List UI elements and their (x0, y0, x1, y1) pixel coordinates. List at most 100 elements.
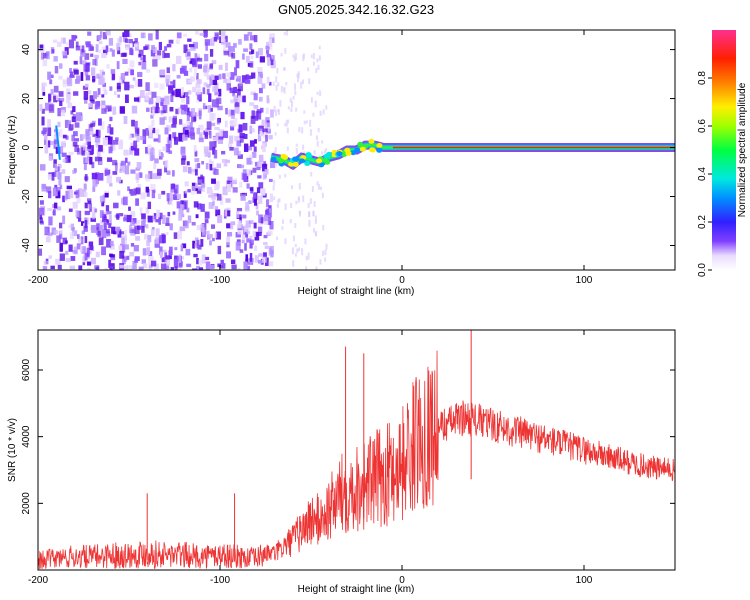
heatmap-noise-cell (147, 234, 152, 243)
heatmap-faint-cell (284, 203, 287, 211)
heatmap-noise-cell (165, 265, 169, 270)
heatmap-noise-cell (166, 193, 170, 202)
heatmap-noise-cell (98, 118, 102, 126)
heatmap-noise-cell (168, 85, 174, 93)
heatmap-noise-cell (70, 110, 74, 115)
heatmap-noise-cell (258, 182, 264, 189)
heatmap-noise-cell (164, 95, 170, 105)
heatmap-noise-cell (205, 261, 211, 270)
heatmap-noise-cell (204, 131, 209, 139)
heatmap-noise-cell (159, 251, 164, 258)
heatmap-noise-cell (198, 124, 204, 131)
heatmap-noise-cell (168, 134, 172, 141)
heatmap-noise-cell (139, 207, 143, 216)
heatmap-noise-cell (147, 144, 152, 152)
heatmap-noise-cell (266, 76, 270, 84)
heatmap-noise-cell (212, 137, 218, 143)
heatmap-noise-cell (59, 242, 63, 252)
heatmap-ridge-blob (376, 142, 383, 148)
heatmap-noise-cell (148, 125, 154, 131)
heatmap-noise-cell (239, 136, 244, 143)
heatmap-noise-cell (129, 147, 133, 155)
heatmap-noise-cell (204, 211, 210, 219)
heatmap-noise-cell (150, 184, 156, 192)
heatmap-noise-cell (151, 226, 155, 231)
heatmap-noise-cell (120, 52, 127, 57)
heatmap-noise-cell (102, 194, 106, 203)
heatmap-noise-cell (108, 146, 113, 154)
heatmap-noise-cell (186, 119, 190, 126)
heatmap-noise-cell (177, 107, 181, 114)
heatmap-noise-cell (172, 194, 177, 200)
heatmap-noise-cell (133, 97, 140, 102)
heatmap-noise-cell (89, 127, 94, 136)
heatmap-faint-cell (305, 266, 308, 270)
heatmap-noise-cell (227, 210, 231, 217)
heatmap-noise-cell (225, 159, 231, 163)
heatmap-noise-cell (52, 211, 56, 216)
heatmap-noise-cell (41, 130, 47, 135)
heatmap-noise-cell (256, 210, 259, 216)
heatmap-noise-cell (90, 53, 94, 57)
heatmap-noise-cell (145, 224, 149, 229)
heatmap-noise-cell (237, 83, 243, 92)
heatmap-noise-cell (238, 164, 245, 169)
heatmap-noise-cell (203, 82, 208, 87)
heatmap-noise-cell (140, 57, 144, 61)
heatmap-noise-cell (235, 232, 241, 238)
heatmap-noise-cell (72, 201, 78, 209)
heatmap-faint-cell (317, 127, 320, 133)
heatmap-noise-cell (176, 74, 181, 79)
heatmap-noise-cell (211, 60, 217, 65)
snr-x-tick-label: 100 (576, 575, 593, 586)
heatmap-noise-cell (158, 149, 162, 157)
heatmap-faint-cell (278, 174, 281, 179)
heatmap-noise-cell (234, 106, 240, 114)
heatmap-ridge-blob (324, 159, 331, 165)
heatmap-noise-cell (194, 169, 198, 176)
heatmap-noise-cell (82, 261, 86, 266)
heatmap-noise-cell (76, 234, 80, 239)
heatmap-noise-cell (228, 46, 231, 53)
heatmap-noise-cell (229, 221, 234, 230)
heatmap-noise-cell (210, 74, 215, 80)
heatmap-noise-cell (89, 95, 95, 102)
heatmap-noise-cell (250, 115, 256, 124)
heatmap-noise-cell (66, 155, 71, 163)
heatmap-noise-cell (241, 75, 247, 83)
heatmap-noise-cell (187, 90, 192, 95)
heatmap-noise-cell (193, 201, 199, 208)
heatmap-noise-cell (112, 139, 119, 145)
heatmap-noise-cell (161, 263, 167, 270)
heatmap-noise-cell (184, 181, 189, 187)
heatmap-noise-cell (233, 43, 237, 48)
heatmap-noise-cell (146, 188, 150, 197)
heatmap-noise-cell (246, 230, 251, 235)
heatmap-noise-cell (120, 72, 126, 80)
heatmap-noise-cell (194, 186, 198, 192)
heatmap-noise-cell (48, 255, 52, 259)
heatmap-noise-cell (151, 154, 155, 161)
heatmap-noise-cell (178, 230, 183, 240)
heatmap-noise-cell (247, 145, 253, 151)
heatmap-noise-cell (142, 218, 146, 222)
heatmap-noise-cell (141, 259, 147, 264)
heatmap-noise-cell (61, 141, 66, 148)
heatmap-noise-cell (123, 149, 129, 156)
heatmap-noise-cell (92, 186, 96, 192)
heatmap-noise-cell (257, 175, 262, 179)
heatmap-faint-cell (294, 253, 297, 257)
heatmap-noise-cell (64, 196, 68, 201)
heatmap-noise-cell (240, 194, 246, 201)
heatmap-faint-cell (305, 255, 308, 261)
heatmap-noise-cell (200, 174, 204, 183)
heatmap-noise-cell (217, 215, 223, 223)
heatmap-noise-cell (81, 45, 85, 53)
heatmap-noise-cell (239, 133, 245, 138)
heatmap-noise-cell (89, 156, 93, 165)
heatmap-noise-cell (264, 169, 269, 175)
heatmap-noise-cell (66, 185, 73, 190)
heatmap-noise-cell (186, 107, 190, 116)
heatmap-noise-cell (229, 72, 235, 80)
heatmap-noise-cell (201, 256, 206, 262)
